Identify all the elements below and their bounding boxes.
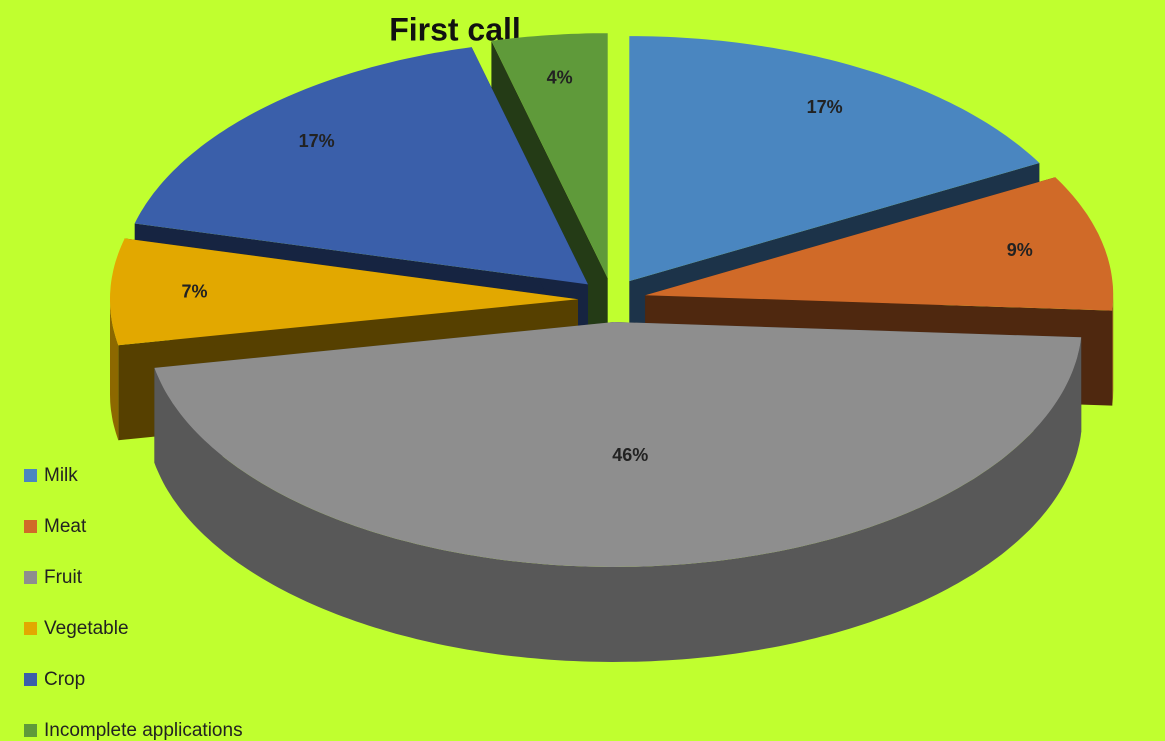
slice bbox=[629, 36, 1040, 282]
data-label: 46% bbox=[612, 445, 648, 465]
data-label: 9% bbox=[1007, 240, 1033, 260]
slice-wall bbox=[154, 337, 1082, 662]
slice-wall bbox=[110, 299, 119, 441]
legend-swatch bbox=[24, 724, 37, 737]
legend-label: Crop bbox=[44, 669, 85, 690]
legend-swatch bbox=[24, 622, 37, 635]
data-label: 4% bbox=[547, 68, 573, 88]
slices bbox=[110, 33, 1114, 662]
data-label: 7% bbox=[181, 282, 207, 302]
legend-label: Fruit bbox=[44, 567, 83, 588]
data-label: 17% bbox=[807, 97, 843, 117]
legend-swatch bbox=[24, 469, 37, 482]
legend-swatch bbox=[24, 571, 37, 584]
slice bbox=[645, 177, 1114, 311]
legend-swatch bbox=[24, 673, 37, 686]
slice bbox=[491, 33, 608, 279]
legend-swatch bbox=[24, 520, 37, 533]
slice bbox=[110, 238, 578, 346]
slice bbox=[134, 47, 588, 285]
data-label: 17% bbox=[299, 131, 335, 151]
legend-label: Meat bbox=[44, 516, 87, 537]
legend-label: Vegetable bbox=[44, 618, 129, 639]
slice bbox=[154, 322, 1082, 567]
legend-label: Milk bbox=[44, 465, 78, 486]
slice-wall bbox=[1112, 295, 1114, 406]
legend-label: Incomplete applications bbox=[44, 720, 243, 741]
